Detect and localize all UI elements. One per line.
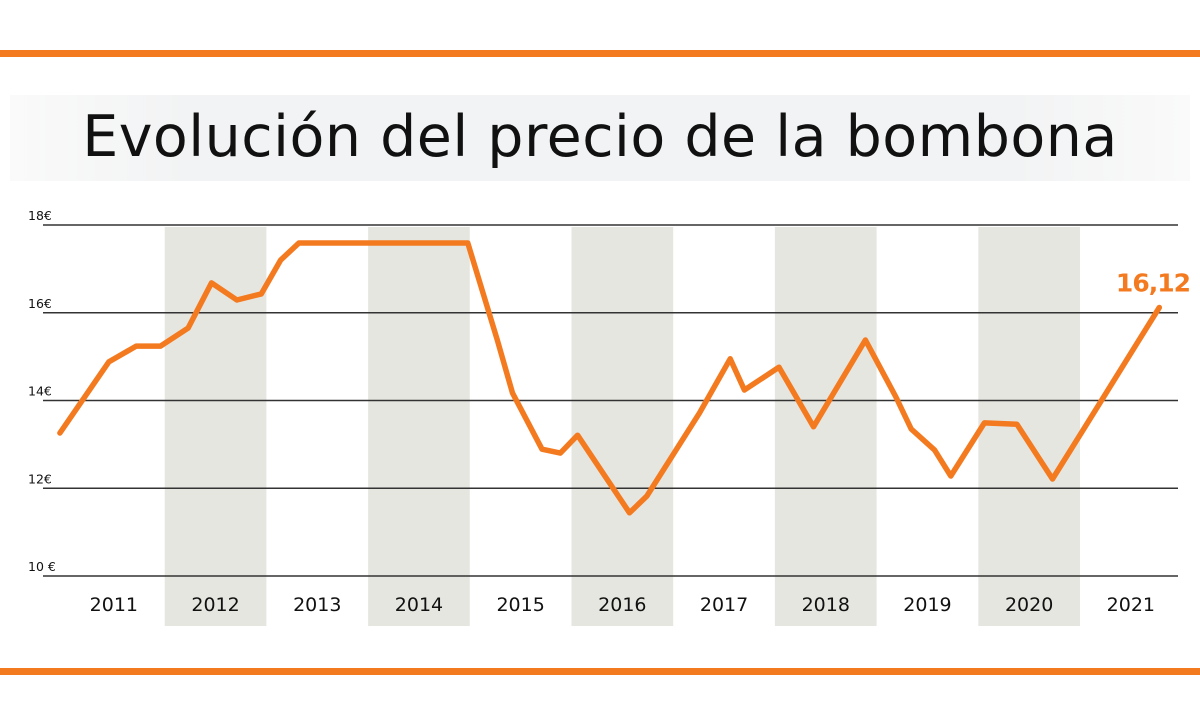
x-tick-label: 2020 <box>1005 594 1053 616</box>
x-tick-label: 2013 <box>293 594 341 616</box>
x-tick-label: 2016 <box>598 594 646 616</box>
y-tick-label: 10 € <box>28 559 56 574</box>
year-band-2014 <box>368 227 470 626</box>
year-band-2012 <box>164 227 267 626</box>
bottom-orange-rule <box>0 668 1200 675</box>
x-tick-label: 2014 <box>395 594 443 616</box>
y-tick-label: 16€ <box>28 296 52 311</box>
title-background <box>10 95 1190 181</box>
top-orange-rule <box>0 50 1200 57</box>
x-tick-label: 2015 <box>496 594 544 616</box>
y-tick-label: 18€ <box>28 208 52 223</box>
year-band-2020 <box>978 227 1080 626</box>
chart-title: Evolución del precio de la bombona <box>82 104 1118 170</box>
y-tick-label: 12€ <box>28 471 52 486</box>
x-tick-label: 2017 <box>700 594 748 616</box>
last-value-label: 16,12 <box>1116 268 1190 297</box>
x-tick-label: 2018 <box>802 594 850 616</box>
y-tick-label: 14€ <box>28 384 52 399</box>
x-tick-label: 2019 <box>903 594 951 616</box>
x-tick-label: 2021 <box>1107 594 1155 616</box>
year-band-2018 <box>774 227 877 626</box>
year-band-2016 <box>571 227 674 626</box>
x-tick-label: 2012 <box>191 594 239 616</box>
x-tick-label: 2011 <box>90 594 138 616</box>
